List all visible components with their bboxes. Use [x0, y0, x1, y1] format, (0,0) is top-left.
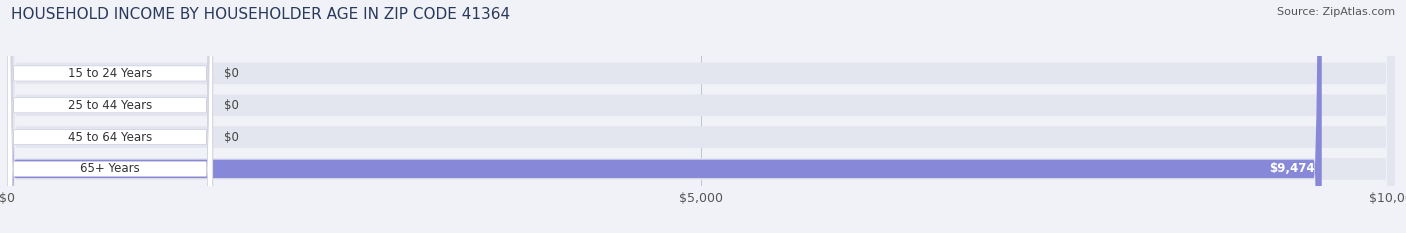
Text: $9,474: $9,474 — [1270, 162, 1315, 175]
Text: 15 to 24 Years: 15 to 24 Years — [67, 67, 152, 80]
Text: $0: $0 — [224, 67, 239, 80]
Text: 25 to 44 Years: 25 to 44 Years — [67, 99, 152, 112]
FancyBboxPatch shape — [7, 0, 1395, 233]
Text: 45 to 64 Years: 45 to 64 Years — [67, 130, 152, 144]
FancyBboxPatch shape — [7, 0, 212, 233]
Text: HOUSEHOLD INCOME BY HOUSEHOLDER AGE IN ZIP CODE 41364: HOUSEHOLD INCOME BY HOUSEHOLDER AGE IN Z… — [11, 7, 510, 22]
FancyBboxPatch shape — [7, 0, 212, 233]
FancyBboxPatch shape — [7, 0, 1395, 233]
Text: 65+ Years: 65+ Years — [80, 162, 139, 175]
Text: $0: $0 — [224, 130, 239, 144]
FancyBboxPatch shape — [7, 0, 212, 233]
FancyBboxPatch shape — [7, 0, 212, 233]
FancyBboxPatch shape — [7, 0, 1395, 233]
Text: $0: $0 — [224, 99, 239, 112]
FancyBboxPatch shape — [7, 0, 1322, 233]
Text: Source: ZipAtlas.com: Source: ZipAtlas.com — [1277, 7, 1395, 17]
FancyBboxPatch shape — [7, 0, 1395, 233]
